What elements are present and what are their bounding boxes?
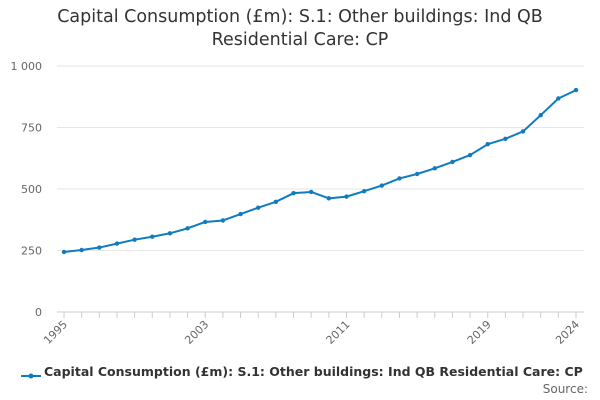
x-axis: 1995 2003 2011 2019 2024 [41, 311, 584, 347]
data-point-1999 [132, 237, 137, 242]
data-point-2006 [256, 205, 261, 210]
data-point-2007 [273, 199, 279, 204]
data-point-2013 [379, 183, 384, 188]
data-point-2004 [220, 218, 226, 223]
chart-title: Capital Consumption (£m): S.1: Other bui… [0, 6, 600, 52]
data-point-2018 [467, 152, 473, 158]
data-point-2005 [238, 211, 243, 217]
y-tick-label-500: 500 [21, 183, 42, 196]
source-label: Source: [542, 382, 588, 396]
data-point-1998 [114, 241, 120, 246]
y-axis: 0 250 500 750 1 000 [11, 60, 43, 319]
data-point-2015 [414, 171, 420, 177]
x-tick-label-1995: 1995 [41, 318, 70, 347]
data-point-2019 [485, 142, 490, 147]
data-point-2017 [450, 159, 455, 165]
data-point-2008 [291, 190, 296, 196]
chart-title-line-2: Residential Care: CP [211, 30, 389, 50]
plot-area [61, 87, 579, 255]
data-point-2024 [573, 87, 579, 93]
y-tick-label-0: 0 [35, 306, 42, 319]
data-point-1995 [61, 249, 67, 255]
x-tick-label-2024: 2024 [553, 318, 582, 347]
data-point-2016 [432, 166, 437, 171]
x-tick-label-2019: 2019 [465, 318, 494, 347]
data-point-2021 [520, 129, 526, 134]
data-point-2020 [503, 136, 508, 142]
y-tick-label-750: 750 [21, 122, 42, 135]
data-point-2000 [150, 234, 155, 239]
data-point-1997 [97, 245, 102, 250]
series-line-0 [63, 89, 577, 253]
gridlines [57, 65, 584, 313]
data-point-1996 [79, 247, 84, 253]
legend-swatch-icon [21, 373, 41, 379]
data-point-2010 [326, 196, 332, 201]
data-point-2023 [556, 96, 561, 101]
data-point-2009 [308, 189, 314, 195]
x-tick-label-2011: 2011 [324, 318, 353, 347]
y-tick-label-1000: 1 000 [11, 60, 43, 73]
x-tick-label-2003: 2003 [182, 318, 211, 347]
data-point-2003 [203, 219, 208, 225]
data-point-2011 [344, 194, 349, 199]
y-tick-label-250: 250 [21, 245, 42, 258]
data-point-2001 [167, 231, 173, 236]
data-point-2012 [361, 189, 367, 194]
data-point-2014 [397, 176, 402, 181]
legend-label: Capital Consumption (£m): S.1: Other bui… [44, 364, 583, 379]
chart-title-line-1: Capital Consumption (£m): S.1: Other bui… [57, 7, 543, 27]
data-point-2022 [538, 113, 543, 118]
data-point-2002 [185, 226, 190, 231]
